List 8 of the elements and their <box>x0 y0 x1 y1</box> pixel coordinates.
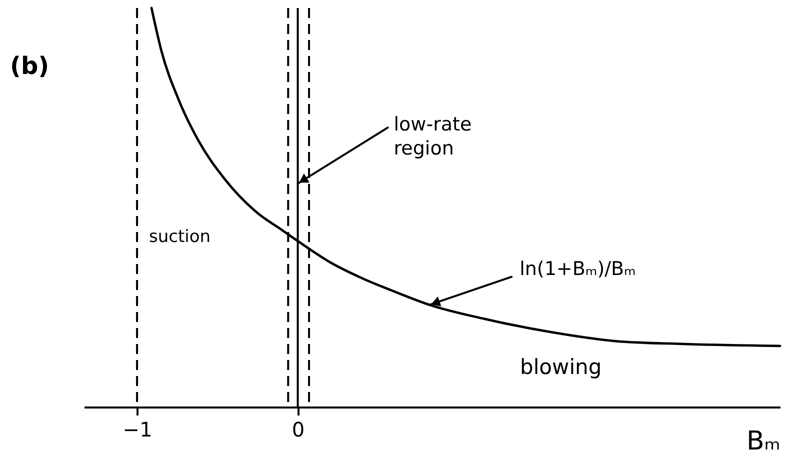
x-axis-title: Bₘ <box>746 426 780 456</box>
annotation: low-rate region <box>394 114 472 160</box>
text: (b) <box>10 52 50 80</box>
annotation: suction <box>149 227 211 247</box>
x-tick-label: 0 <box>292 418 305 442</box>
annotation: ln(1+Bₘ)/Bₘ <box>520 258 636 280</box>
x-tick-label: −1 <box>122 418 152 442</box>
annotation: blowing <box>520 355 602 379</box>
